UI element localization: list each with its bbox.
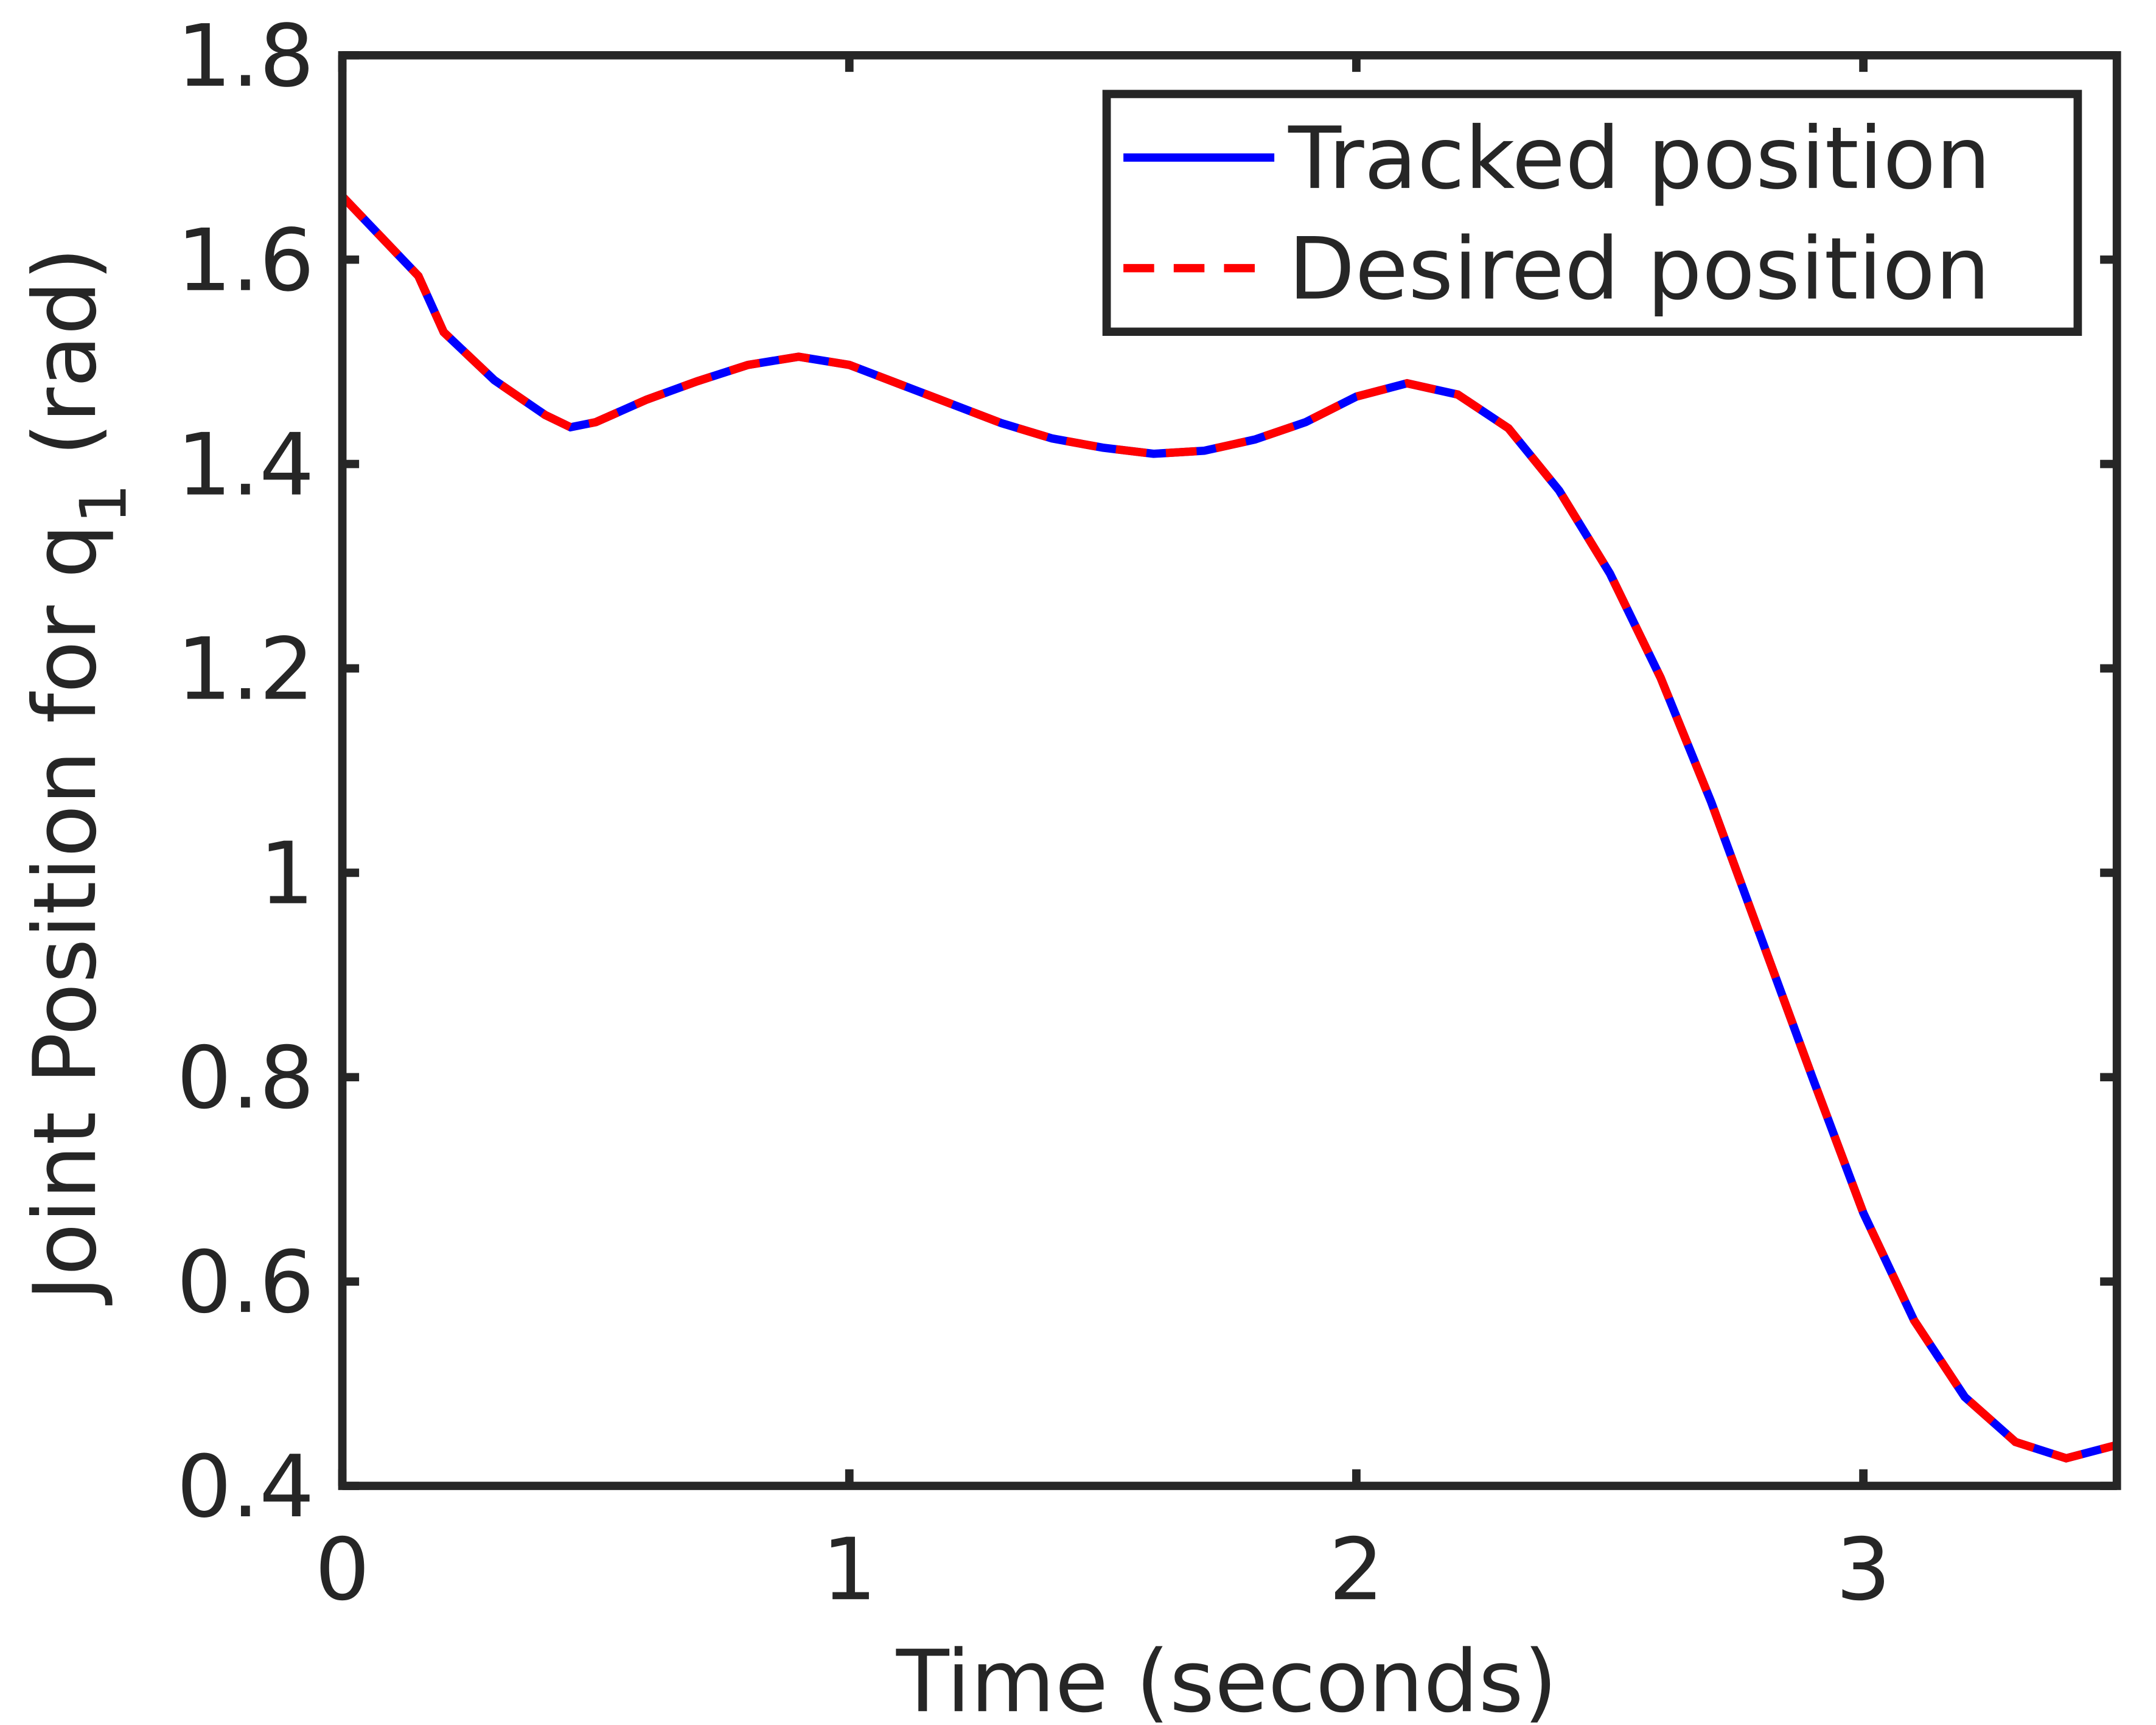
y-tick-label: 1.8	[176, 7, 314, 106]
y-tick-label: 0.6	[176, 1233, 314, 1333]
legend-box	[1102, 89, 2082, 336]
x-tick-label: 1	[822, 1521, 877, 1620]
x-axis-label: Time (seconds)	[896, 1633, 1558, 1725]
y-tick-label: 0.8	[176, 1029, 314, 1128]
plot-frame	[338, 51, 2121, 1490]
x-tick-label: 0	[315, 1521, 370, 1620]
x-tick-label: 3	[1836, 1521, 1891, 1620]
line-series	[339, 193, 2118, 1463]
y-tick-label: 1.4	[176, 416, 314, 515]
y-tick-label: 1.2	[176, 620, 314, 719]
y-label-text: Joint Position for q	[15, 524, 116, 1306]
y-label-subscript: 1	[66, 484, 141, 524]
line-series	[339, 193, 2118, 1463]
y-axis-label: Joint Position for q1 (rad)	[15, 247, 141, 1306]
legend-label: Desired position	[1288, 220, 1990, 319]
y-tick-label: 1	[259, 824, 315, 924]
y-label-suffix: (rad)	[15, 247, 116, 483]
legend-label: Tracked position	[1288, 110, 1990, 209]
y-tick-label: 1.6	[176, 211, 314, 310]
legend: Tracked position Desired position	[1102, 89, 2082, 336]
y-tick-label: 0.4	[176, 1438, 314, 1537]
x-tick-label: 2	[1329, 1521, 1384, 1620]
